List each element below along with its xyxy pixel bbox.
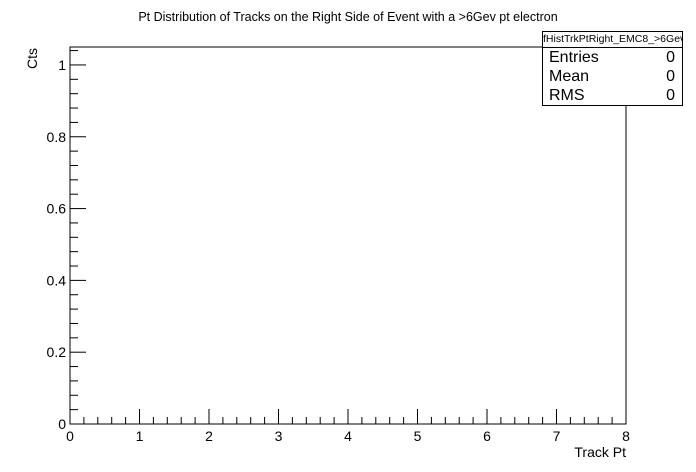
y-tick-label: 0.8 <box>47 129 67 145</box>
stats-mean-value: 0 <box>666 68 675 85</box>
stats-row-mean: Mean 0 <box>543 67 682 86</box>
x-tick-label: 5 <box>414 428 422 444</box>
x-tick-label: 0 <box>66 428 74 444</box>
stats-box: fHistTrkPtRight_EMC8_>6Gev Entries 0 Mea… <box>542 31 683 106</box>
stats-entries-label: Entries <box>549 49 599 66</box>
y-axis-title: Cts <box>24 48 40 69</box>
y-tick-label: 0 <box>58 416 66 432</box>
x-tick-label: 2 <box>205 428 213 444</box>
y-tick-label: 0.6 <box>47 201 67 217</box>
y-tick-label: 0.4 <box>47 272 67 288</box>
chart-title: Pt Distribution of Tracks on the Right S… <box>138 10 557 24</box>
x-tick-label: 3 <box>275 428 283 444</box>
x-tick-label: 8 <box>622 428 630 444</box>
x-tick-label: 4 <box>344 428 352 444</box>
x-axis-ticks <box>69 409 627 424</box>
x-axis-tick-labels: 0 1 2 3 4 5 6 7 8 <box>66 428 630 444</box>
y-tick-label: 0.2 <box>47 344 67 360</box>
stats-row-entries: Entries 0 <box>543 48 682 67</box>
stats-mean-label: Mean <box>549 68 590 85</box>
x-tick-label: 1 <box>136 428 144 444</box>
stats-rms-label: RMS <box>549 87 585 104</box>
x-tick-label: 6 <box>483 428 491 444</box>
stats-rms-value: 0 <box>666 87 675 104</box>
y-tick-label: 1 <box>58 57 66 73</box>
y-axis-tick-labels: 0 0.2 0.4 0.6 0.8 1 <box>47 57 67 432</box>
x-axis-title: Track Pt <box>574 444 626 460</box>
y-axis-ticks <box>70 50 86 425</box>
stats-histogram-name: fHistTrkPtRight_EMC8_>6Gev <box>543 32 682 48</box>
x-tick-label: 7 <box>553 428 561 444</box>
stats-entries-value: 0 <box>666 49 675 66</box>
stats-row-rms: RMS 0 <box>543 86 682 105</box>
